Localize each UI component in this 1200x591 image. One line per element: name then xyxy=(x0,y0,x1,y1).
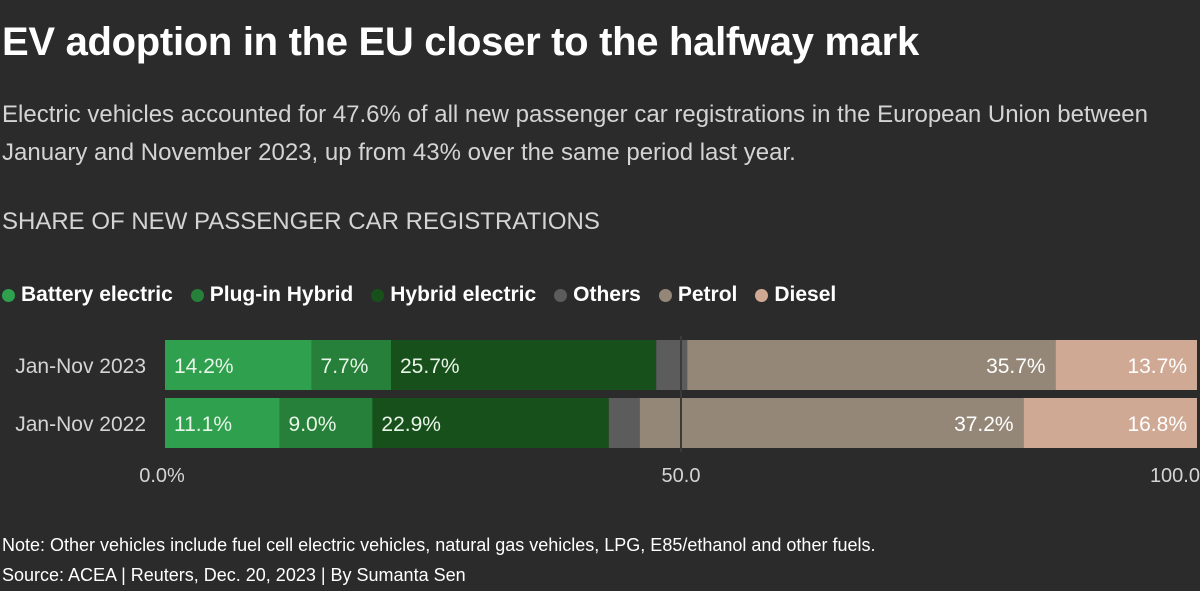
category-label: Jan-Nov 2022 xyxy=(15,413,146,436)
legend: Battery electric Plug-in Hybrid Hybrid e… xyxy=(2,283,854,307)
legend-item-hybrid-electric: Hybrid electric xyxy=(371,283,536,307)
chart-subtitle: Electric vehicles accounted for 47.6% of… xyxy=(2,101,1148,166)
section-label: SHARE OF NEW PASSENGER CAR REGISTRATIONS xyxy=(2,208,600,235)
data-label: 22.9% xyxy=(381,413,441,436)
data-label: 14.2% xyxy=(174,355,234,378)
bar-segment xyxy=(608,398,640,448)
legend-item-others: Others xyxy=(554,283,641,307)
data-label: 11.1% xyxy=(174,413,232,436)
legend-label: Diesel xyxy=(774,283,837,306)
x-tick-label: 50.0 xyxy=(662,465,701,487)
note-text: Note: Other vehicles include fuel cell e… xyxy=(2,535,876,555)
bar-segment xyxy=(1055,340,1197,390)
bar-segment xyxy=(311,340,392,390)
bar-segment xyxy=(1023,398,1197,448)
legend-label: Petrol xyxy=(677,283,738,306)
legend-dot-icon xyxy=(2,288,15,302)
stacked-bar-chart: Jan-Nov 2023 14.2% 7.7% 25.7% 35.7% 13.7% Jan-… xyxy=(15,336,1200,487)
bar-segment xyxy=(687,340,1056,390)
legend-item-diesel: Diesel xyxy=(755,283,836,307)
legend-dot-icon xyxy=(371,288,385,302)
bar-segment xyxy=(279,398,373,448)
bar-segment xyxy=(372,398,609,448)
legend-dot-icon xyxy=(755,288,769,302)
bar-segment xyxy=(165,398,280,448)
legend-dot-icon xyxy=(190,288,204,302)
data-label: 25.7% xyxy=(400,355,460,378)
x-tick-label: 100.0 xyxy=(1150,465,1200,487)
legend-dot-icon xyxy=(554,288,568,302)
legend-item-battery-electric: Battery electric xyxy=(2,283,173,307)
data-label: 35.7% xyxy=(986,355,1046,378)
data-label: 9.0% xyxy=(289,413,337,436)
source-text: Source: ACEA | Reuters, Dec. 20, 2023 | … xyxy=(2,565,466,585)
data-label: 7.7% xyxy=(321,355,369,378)
bar-segment xyxy=(656,340,688,390)
legend-dot-icon xyxy=(658,288,672,302)
legend-item-plug-in-hybrid: Plug-in Hybrid xyxy=(190,283,354,307)
category-label: Jan-Nov 2023 xyxy=(15,355,146,378)
bar-segment xyxy=(639,398,1024,448)
x-tick-label: 0.0% xyxy=(139,465,185,487)
legend-item-petrol: Petrol xyxy=(658,283,738,307)
legend-label: Battery electric xyxy=(21,283,173,306)
chart-title: EV adoption in the EU closer to the half… xyxy=(2,20,919,64)
bar-segment xyxy=(165,340,312,390)
data-label: 13.7% xyxy=(1127,355,1187,378)
data-label: 16.8% xyxy=(1127,413,1187,436)
bar-segment xyxy=(391,340,657,390)
legend-label: Hybrid electric xyxy=(390,283,537,306)
data-label: 37.2% xyxy=(954,413,1014,436)
legend-label: Plug-in Hybrid xyxy=(209,283,354,306)
legend-label: Others xyxy=(573,283,641,306)
footnote: Note: Other vehicles include fuel cell e… xyxy=(2,530,875,590)
